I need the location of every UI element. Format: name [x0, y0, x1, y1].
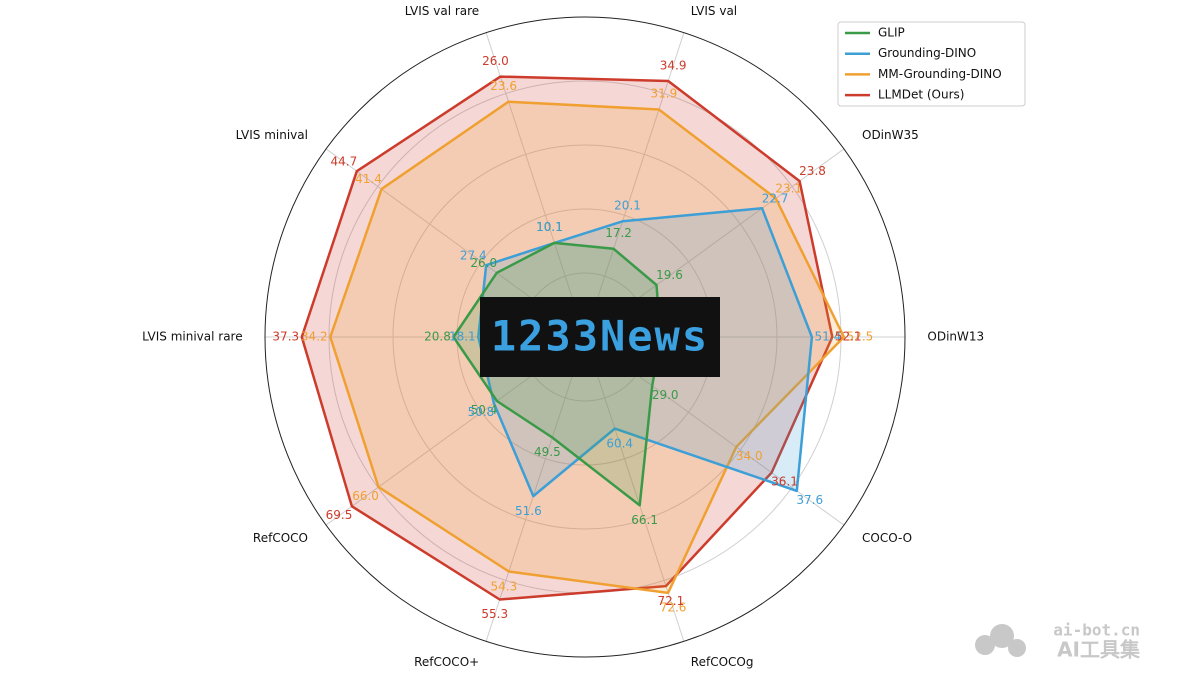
- value-label: 50.8: [468, 405, 495, 419]
- watermark-text: ai-bot.cn: [1053, 621, 1140, 640]
- legend-label: GLIP: [878, 26, 905, 40]
- watermark-icon: [1008, 639, 1026, 657]
- value-label: 51.6: [515, 504, 542, 518]
- value-label: 23.8: [799, 164, 826, 178]
- value-label: 52.1: [835, 330, 862, 344]
- value-label: 37.6: [796, 493, 823, 507]
- watermark-corner: ai-bot.cn AI工具集: [975, 621, 1141, 662]
- legend-label: LLMDet (Ours): [878, 88, 964, 102]
- value-label: 34.2: [301, 330, 328, 344]
- watermark-text: 1233News: [491, 312, 709, 361]
- value-label: 36.1: [771, 474, 798, 488]
- axis-label: LVIS minival rare: [142, 330, 242, 344]
- axis-label: RefCOCO+: [414, 655, 479, 669]
- value-label: 31.9: [651, 87, 678, 101]
- value-label: 60.4: [606, 436, 633, 450]
- value-label: 26.0: [470, 256, 497, 270]
- value-label: 34.9: [660, 58, 687, 72]
- value-label: 44.7: [330, 154, 357, 168]
- axis-label: LVIS val: [691, 4, 737, 18]
- legend-label: Grounding-DINO: [878, 46, 976, 60]
- value-label: 72.6: [660, 601, 687, 615]
- value-label: 50.4: [471, 403, 498, 417]
- value-label: 52.5: [847, 330, 874, 344]
- axis-label: ODinW35: [862, 128, 919, 142]
- value-label: 22.7: [762, 191, 789, 205]
- axis-label: ODinW13: [927, 330, 984, 344]
- axis-label: LVIS val rare: [405, 4, 480, 18]
- value-label: 10.1: [536, 220, 563, 234]
- grid-spoke: [584, 336, 685, 642]
- watermark-text: AI工具集: [1057, 638, 1141, 662]
- value-label: 23.1: [775, 182, 802, 196]
- value-label: 18.1: [449, 330, 476, 344]
- value-label: 55.3: [481, 607, 508, 621]
- value-label: 66.1: [631, 513, 658, 527]
- grid-spoke: [584, 32, 685, 338]
- value-label: 54.3: [490, 579, 517, 593]
- value-label: 10.1: [536, 220, 563, 234]
- watermark-box: [480, 297, 720, 377]
- value-label: 51.4: [815, 330, 842, 344]
- labels: ODinW13 ODinW35 LVIS val LVIS val rare LVIS …: [142, 4, 984, 669]
- value-label: 34.0: [736, 449, 763, 463]
- axis-label: RefCOCO: [253, 531, 308, 545]
- value-label: 20.8: [424, 330, 451, 344]
- value-label: 17.2: [605, 226, 632, 240]
- value-label: 27.4: [460, 248, 487, 262]
- value-label: 72.1: [658, 594, 685, 608]
- value-label: 37.3: [272, 330, 299, 344]
- value-label: 29.0: [652, 388, 679, 402]
- value-label: 49.5: [534, 445, 561, 459]
- value-label: 69.5: [326, 508, 353, 522]
- watermark-icon: [975, 635, 995, 655]
- value-label: 26.0: [482, 54, 509, 68]
- value-label: 66.0: [352, 489, 379, 503]
- value-label: 23.6: [490, 79, 517, 93]
- legend-label: MM-Grounding-DINO: [878, 67, 1002, 81]
- value-label: 19.6: [656, 268, 683, 282]
- axis-label: RefCOCOg: [691, 655, 754, 669]
- watermark-center: 1233News: [480, 297, 720, 377]
- outer-circle: [264, 16, 906, 658]
- legend: GLIP Grounding-DINO MM-Grounding-DINO LLMDe…: [837, 21, 1026, 107]
- value-label: 41.4: [355, 172, 382, 186]
- grid-spoke: [485, 32, 586, 338]
- grid-spoke: [485, 336, 586, 642]
- axis-label: COCO-O: [862, 531, 912, 545]
- watermark-icon: [990, 624, 1014, 648]
- value-label: 20.1: [614, 199, 641, 213]
- axis-label: LVIS minival: [236, 128, 308, 142]
- legend-box: [837, 21, 1026, 107]
